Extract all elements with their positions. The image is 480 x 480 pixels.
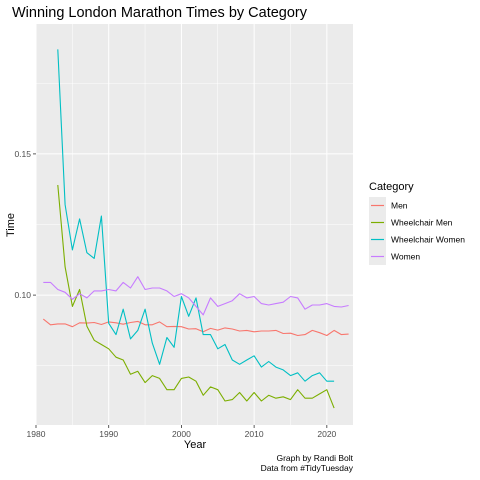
x-tick-label: 2020: [317, 429, 336, 439]
y-tick-label: 0.15: [14, 149, 31, 159]
series-line-men: [42, 318, 349, 337]
y-axis: 0.10 0.15: [14, 149, 36, 300]
x-axis-title: Year: [184, 439, 207, 451]
x-tick-label: 2000: [172, 429, 191, 439]
legend: Category Men Wheelchair Men Wheelchair Wom…: [369, 181, 465, 265]
caption-credit: Graph by Randi Bolt: [276, 453, 353, 463]
series-line-wheelchair-women: [57, 49, 335, 382]
series-line-wheelchair-men: [57, 184, 335, 409]
series-line-women: [43, 276, 349, 316]
x-tick-label: 1990: [99, 429, 118, 439]
legend-label: Wheelchair Women: [391, 235, 465, 245]
legend-label: Men: [391, 201, 408, 211]
x-tick-label: 1980: [27, 429, 46, 439]
legend-title: Category: [369, 181, 414, 193]
y-tick-label: 0.10: [14, 290, 31, 300]
y-axis-title: Time: [5, 213, 17, 237]
x-axis: 1980 1990 2000 2010 2020: [27, 425, 337, 439]
legend-label: Women: [391, 252, 420, 262]
grid-lines: [35, 24, 353, 425]
caption-source: Data from #TidyTuesday: [261, 463, 354, 473]
x-tick-label: 2010: [245, 429, 264, 439]
legend-label: Wheelchair Men: [391, 218, 453, 228]
chart-title: Winning London Marathon Times by Categor…: [12, 5, 308, 21]
series-lines: [42, 49, 349, 409]
